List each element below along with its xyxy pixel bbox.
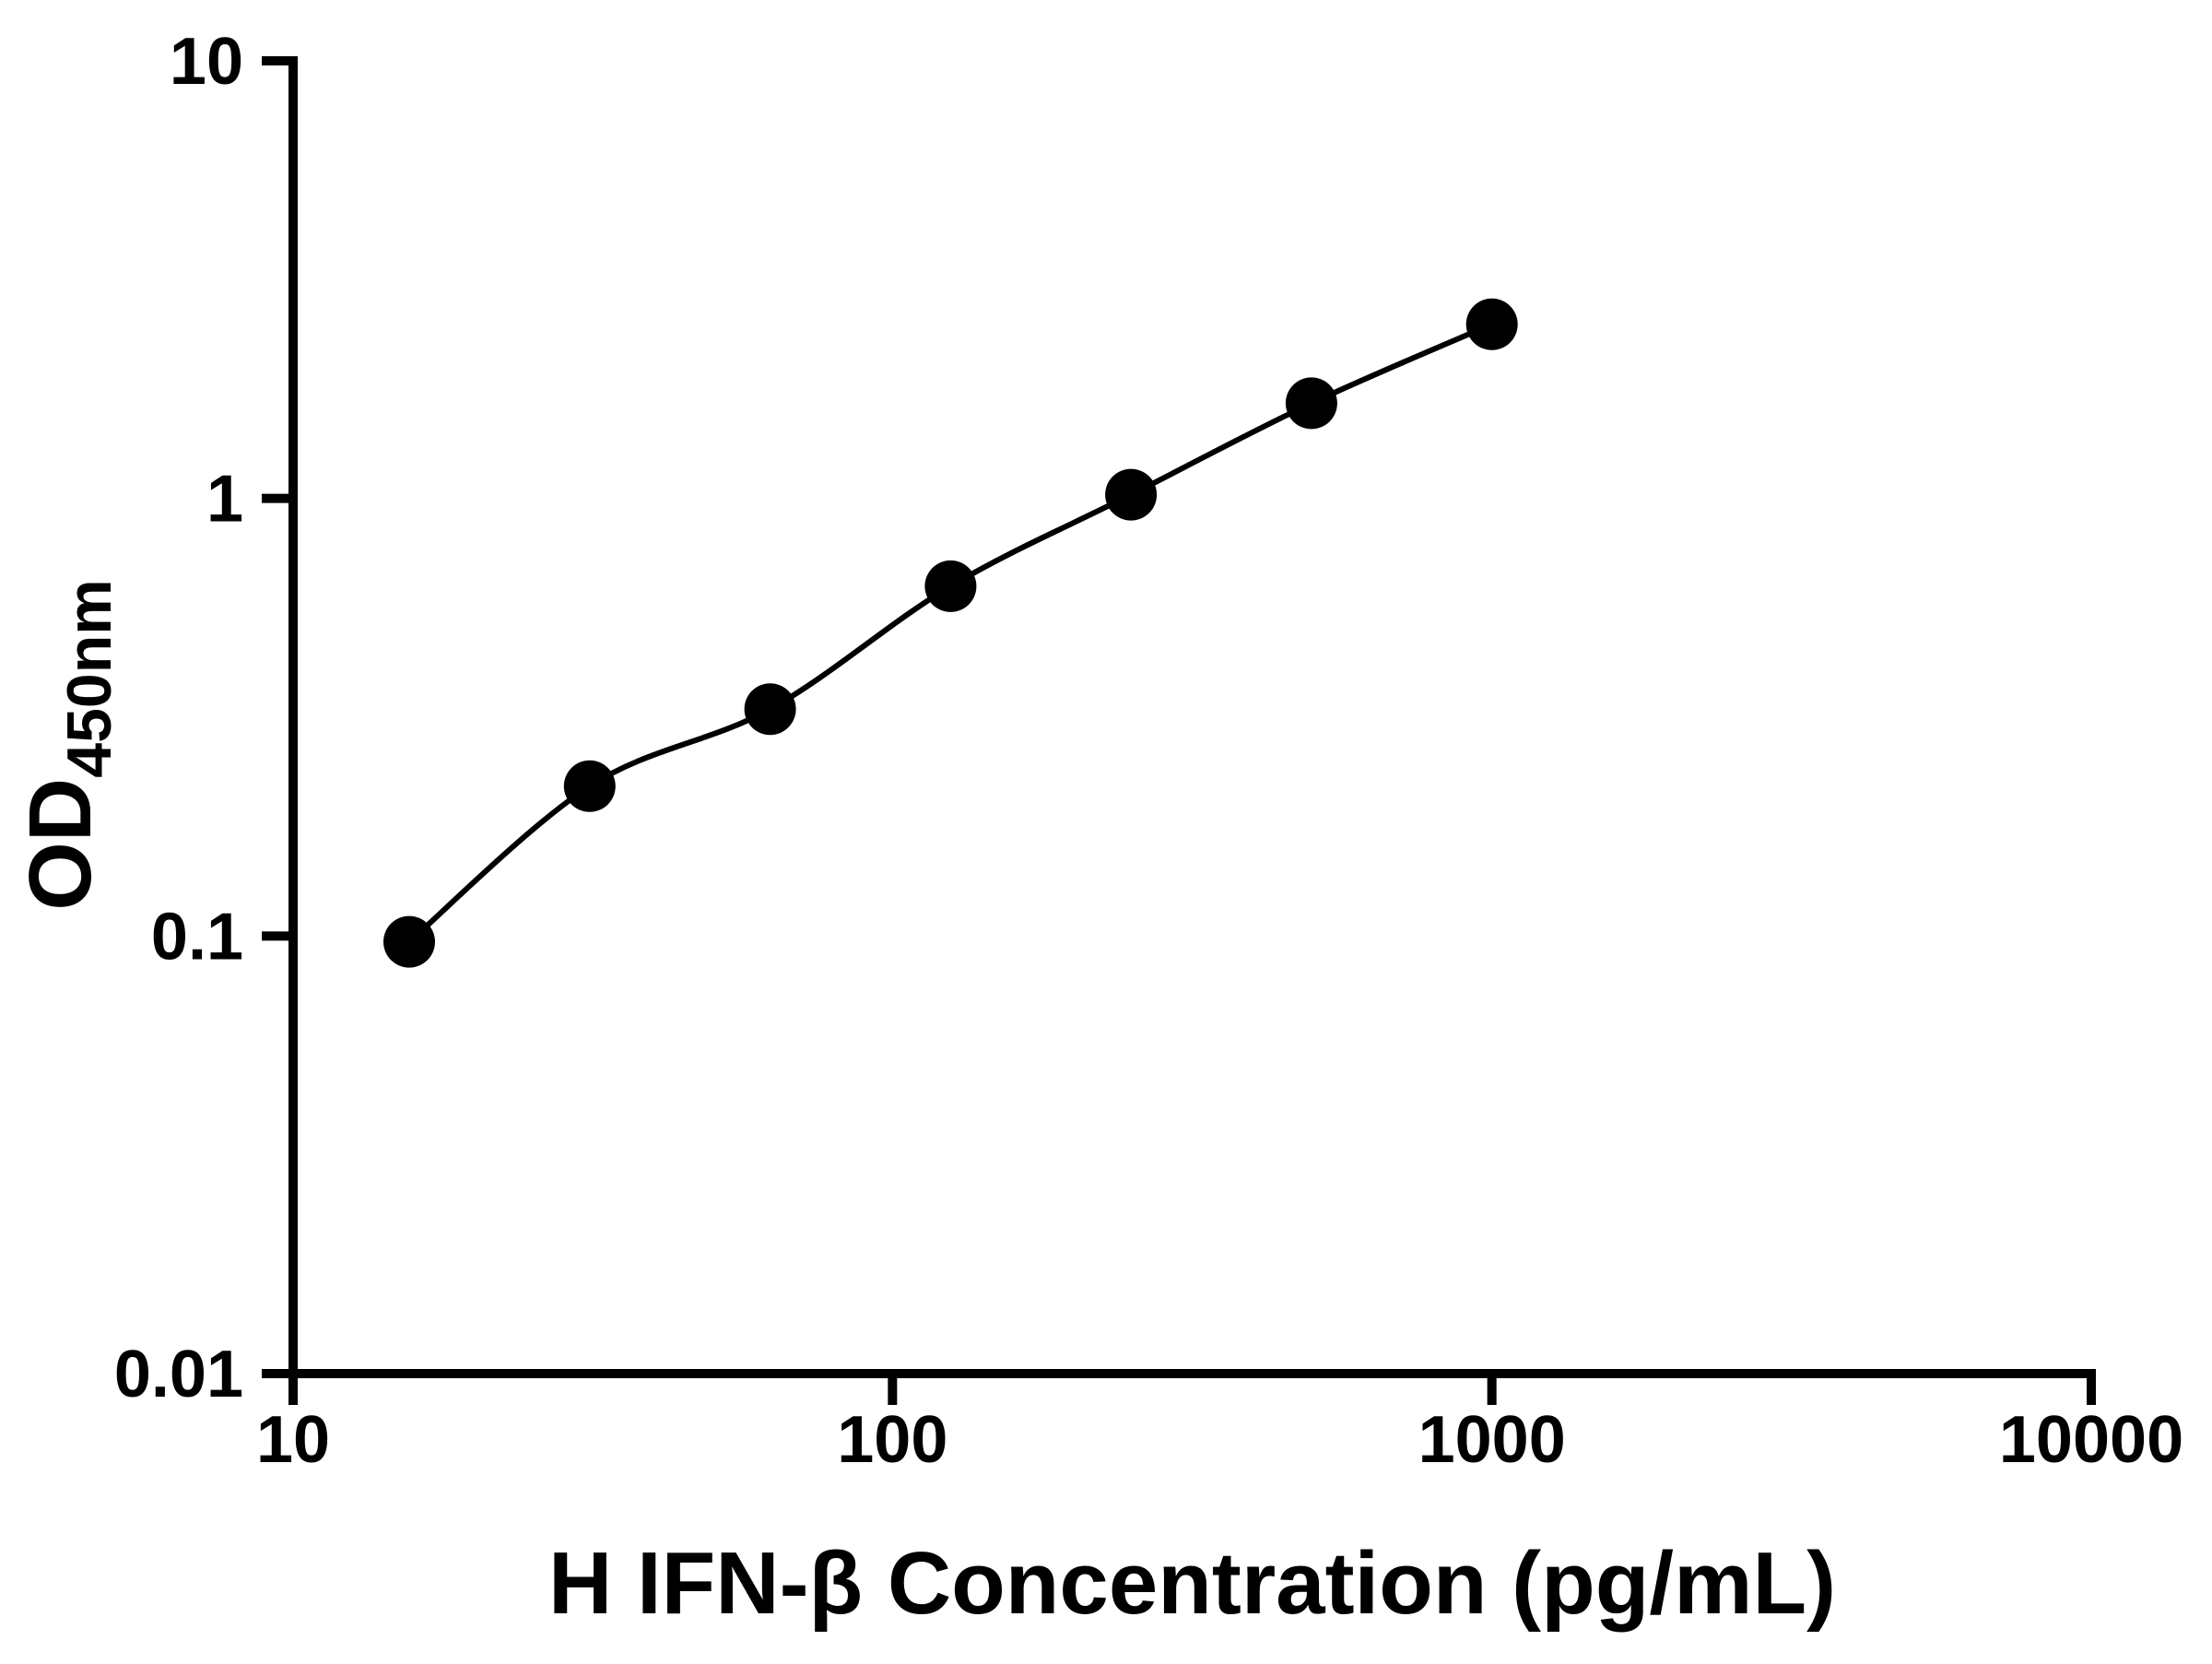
y-tick-label: 0.01 [114, 1338, 243, 1411]
data-point [1105, 468, 1158, 521]
data-point [1285, 377, 1337, 430]
data-point [744, 683, 796, 736]
y-tick-label: 1 [206, 463, 243, 537]
data-point [563, 760, 616, 812]
x-tick-label: 100 [837, 1403, 947, 1477]
data-point [924, 560, 977, 612]
y-tick-label: 0.1 [151, 900, 243, 974]
x-tick-label: 10 [256, 1403, 330, 1477]
x-axis-label: H IFN-β Concentration (pg/mL) [548, 1534, 1836, 1633]
x-tick-label: 1000 [1418, 1403, 1566, 1477]
x-tick-label: 10000 [1999, 1403, 2183, 1477]
data-point [383, 915, 435, 968]
y-axis-label: OD450nm [11, 579, 124, 910]
data-point [1465, 298, 1518, 350]
y-tick-label: 10 [170, 25, 243, 99]
